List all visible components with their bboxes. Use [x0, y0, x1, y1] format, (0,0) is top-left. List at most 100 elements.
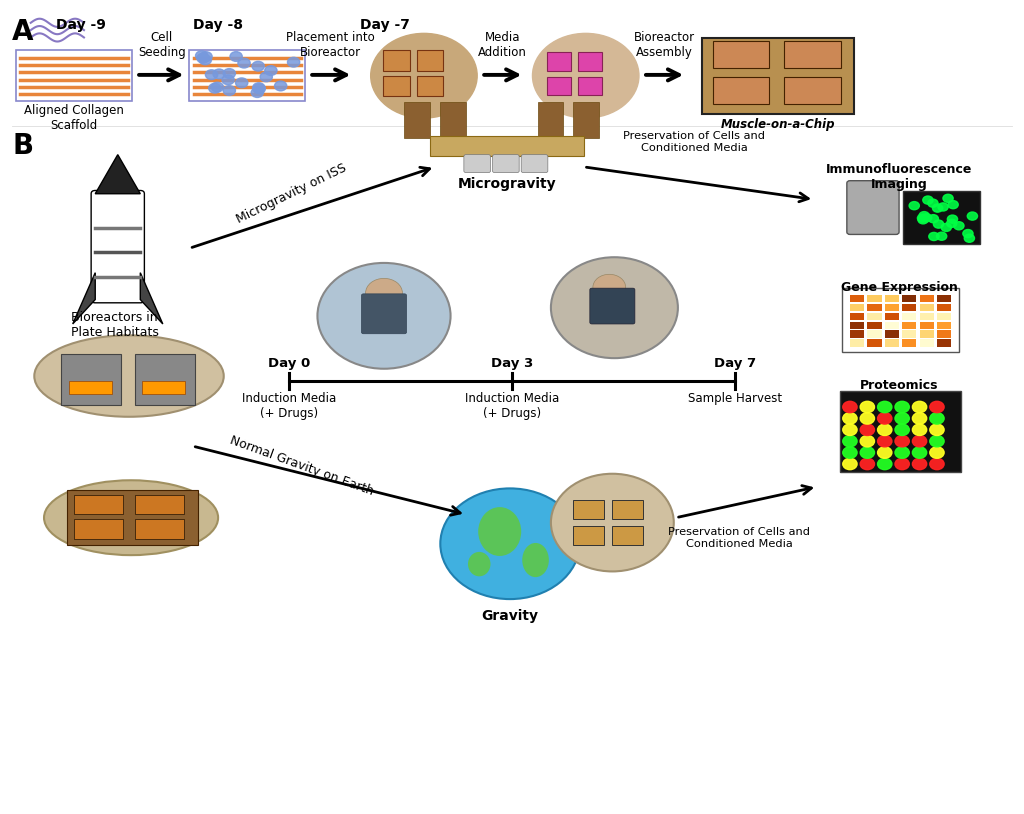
Circle shape — [937, 232, 947, 240]
Circle shape — [938, 203, 948, 211]
Circle shape — [933, 204, 943, 212]
Circle shape — [260, 72, 272, 81]
FancyBboxPatch shape — [867, 313, 882, 320]
FancyBboxPatch shape — [417, 76, 443, 96]
FancyBboxPatch shape — [885, 322, 899, 329]
FancyBboxPatch shape — [902, 339, 916, 347]
Text: A: A — [12, 18, 34, 46]
FancyBboxPatch shape — [850, 304, 864, 311]
Circle shape — [930, 424, 944, 435]
FancyBboxPatch shape — [850, 339, 864, 347]
Text: Sample Harvest: Sample Harvest — [688, 392, 782, 405]
Circle shape — [274, 81, 287, 91]
FancyBboxPatch shape — [867, 339, 882, 347]
Text: Day -8: Day -8 — [193, 18, 243, 32]
Circle shape — [366, 278, 402, 308]
FancyBboxPatch shape — [850, 295, 864, 302]
Text: Bioreactors in
Plate Habitats: Bioreactors in Plate Habitats — [71, 311, 159, 339]
FancyBboxPatch shape — [702, 38, 854, 114]
Text: Gravity: Gravity — [481, 609, 539, 623]
FancyBboxPatch shape — [573, 526, 604, 545]
FancyBboxPatch shape — [885, 339, 899, 347]
Circle shape — [551, 474, 674, 571]
FancyBboxPatch shape — [135, 354, 195, 405]
Polygon shape — [73, 273, 95, 324]
FancyBboxPatch shape — [920, 304, 934, 311]
Circle shape — [912, 435, 927, 447]
FancyBboxPatch shape — [902, 313, 916, 320]
FancyBboxPatch shape — [547, 52, 571, 71]
FancyBboxPatch shape — [937, 339, 951, 347]
Circle shape — [253, 83, 265, 93]
FancyBboxPatch shape — [903, 191, 980, 244]
Circle shape — [265, 66, 278, 76]
FancyBboxPatch shape — [713, 41, 769, 68]
FancyBboxPatch shape — [135, 495, 184, 514]
FancyBboxPatch shape — [612, 526, 643, 545]
FancyBboxPatch shape — [784, 77, 841, 104]
FancyBboxPatch shape — [847, 181, 899, 234]
Polygon shape — [140, 273, 163, 324]
Circle shape — [930, 458, 944, 470]
FancyBboxPatch shape — [573, 102, 599, 138]
Circle shape — [860, 401, 874, 413]
Circle shape — [930, 435, 944, 447]
FancyBboxPatch shape — [937, 322, 951, 329]
FancyBboxPatch shape — [404, 102, 430, 138]
Ellipse shape — [468, 552, 490, 576]
Circle shape — [878, 413, 892, 424]
FancyBboxPatch shape — [902, 330, 916, 338]
Circle shape — [213, 69, 225, 79]
Circle shape — [895, 435, 909, 447]
Circle shape — [930, 413, 944, 424]
Text: Aligned Collagen
Scaffold: Aligned Collagen Scaffold — [24, 104, 124, 132]
Ellipse shape — [522, 543, 549, 577]
Circle shape — [934, 220, 944, 228]
Circle shape — [843, 447, 857, 458]
FancyBboxPatch shape — [91, 190, 144, 303]
FancyBboxPatch shape — [521, 155, 548, 173]
Circle shape — [895, 458, 909, 470]
Circle shape — [929, 233, 939, 241]
Circle shape — [878, 401, 892, 413]
Circle shape — [912, 458, 927, 470]
Circle shape — [953, 221, 964, 230]
FancyBboxPatch shape — [920, 313, 934, 320]
Text: B: B — [12, 132, 34, 160]
FancyBboxPatch shape — [361, 294, 407, 334]
Text: Bioreactor
Assembly: Bioreactor Assembly — [634, 32, 695, 59]
Circle shape — [440, 488, 580, 599]
FancyBboxPatch shape — [612, 500, 643, 519]
FancyBboxPatch shape — [578, 77, 602, 95]
FancyBboxPatch shape — [902, 322, 916, 329]
Text: Immunofluorescence
Imaging: Immunofluorescence Imaging — [826, 163, 972, 190]
Circle shape — [200, 52, 212, 62]
Circle shape — [895, 447, 909, 458]
Circle shape — [209, 83, 221, 93]
FancyBboxPatch shape — [850, 313, 864, 320]
FancyBboxPatch shape — [464, 155, 490, 173]
FancyBboxPatch shape — [547, 77, 571, 95]
Circle shape — [928, 215, 938, 223]
Circle shape — [196, 50, 208, 60]
Circle shape — [947, 215, 957, 223]
FancyBboxPatch shape — [383, 76, 410, 96]
FancyBboxPatch shape — [590, 288, 635, 324]
FancyBboxPatch shape — [493, 155, 519, 173]
FancyBboxPatch shape — [920, 339, 934, 347]
Circle shape — [895, 401, 909, 413]
Circle shape — [252, 61, 264, 71]
Circle shape — [593, 274, 626, 300]
FancyBboxPatch shape — [850, 330, 864, 338]
Circle shape — [918, 214, 928, 222]
Circle shape — [943, 195, 953, 203]
Text: Microgravity on ISS: Microgravity on ISS — [234, 161, 349, 226]
Text: Day -7: Day -7 — [360, 18, 411, 32]
Circle shape — [211, 82, 223, 92]
FancyBboxPatch shape — [69, 381, 112, 394]
Circle shape — [843, 435, 857, 447]
FancyBboxPatch shape — [937, 330, 951, 338]
Text: Day -9: Day -9 — [56, 18, 106, 32]
Circle shape — [922, 214, 932, 222]
Circle shape — [912, 447, 927, 458]
